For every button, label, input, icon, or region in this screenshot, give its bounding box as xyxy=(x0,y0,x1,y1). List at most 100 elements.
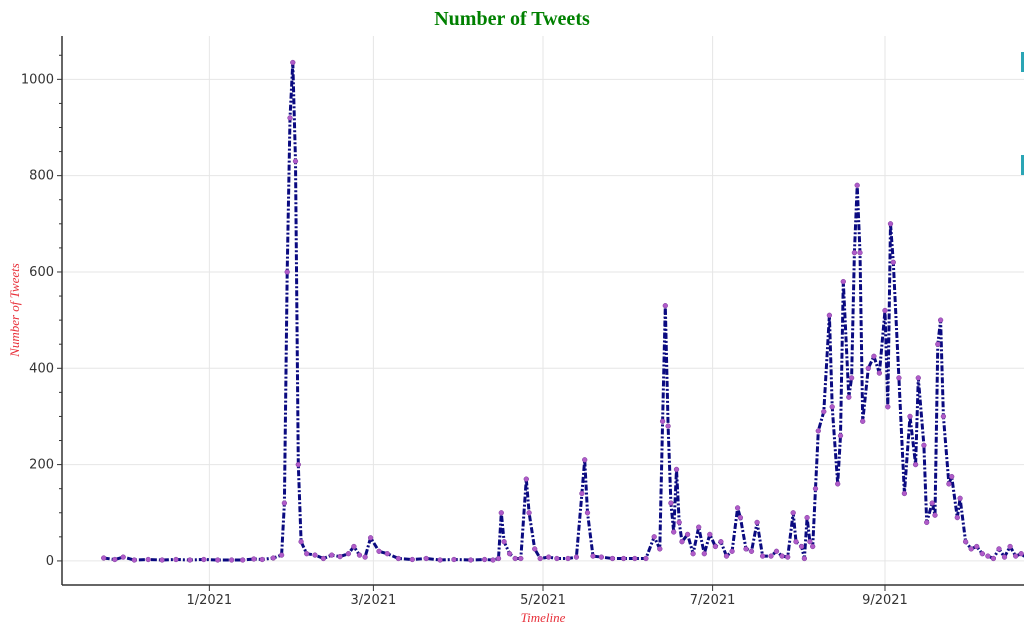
y-tick-label: 400 xyxy=(29,361,54,376)
data-point xyxy=(287,115,293,121)
data-point xyxy=(451,556,457,563)
data-point xyxy=(1013,553,1019,559)
data-point xyxy=(598,554,605,560)
data-point xyxy=(409,556,415,563)
data-point xyxy=(901,490,908,497)
data-point xyxy=(657,546,663,552)
data-point xyxy=(848,375,855,381)
data-point xyxy=(807,539,813,545)
data-point xyxy=(887,221,894,227)
data-point xyxy=(468,557,474,563)
data-point xyxy=(748,548,755,554)
data-point xyxy=(620,555,627,562)
data-point xyxy=(829,404,835,410)
data-point xyxy=(292,158,299,164)
data-point xyxy=(228,557,235,563)
data-point xyxy=(367,535,374,541)
data-point xyxy=(974,543,980,550)
axes xyxy=(57,36,1024,591)
y-tick-label: 1000 xyxy=(21,72,54,87)
data-point xyxy=(304,551,310,557)
data-point xyxy=(932,512,938,518)
series-layer xyxy=(101,59,1024,563)
data-point xyxy=(281,500,288,506)
data-point xyxy=(707,531,713,538)
data-point xyxy=(537,555,543,562)
data-point xyxy=(1007,543,1013,550)
data-point xyxy=(395,555,402,562)
data-point xyxy=(851,250,858,256)
data-point xyxy=(112,556,118,563)
data-point xyxy=(837,433,844,439)
data-point xyxy=(743,546,749,552)
data-point xyxy=(298,539,304,545)
data-point xyxy=(949,473,955,480)
y-tick-label: 600 xyxy=(29,265,54,280)
data-point xyxy=(320,555,327,562)
tick-labels: 0 200 400 600 800 1000 1/2021 3/2021 5/2021 7/202… xyxy=(21,72,908,608)
data-point xyxy=(423,555,429,562)
data-point xyxy=(865,365,871,371)
data-point xyxy=(957,495,963,501)
data-point xyxy=(173,556,179,563)
data-point xyxy=(295,461,301,468)
data-point xyxy=(526,510,532,516)
data-point xyxy=(512,555,518,562)
data-point xyxy=(437,557,443,563)
data-point xyxy=(376,548,382,554)
data-point xyxy=(718,539,724,545)
data-point xyxy=(954,514,960,521)
data-point xyxy=(773,548,780,554)
data-point xyxy=(826,312,833,318)
data-point xyxy=(490,557,496,563)
data-point xyxy=(312,552,318,558)
data-point xyxy=(351,543,357,550)
data-point xyxy=(912,461,919,468)
data-point xyxy=(187,557,193,563)
data-point xyxy=(812,486,819,492)
data-point xyxy=(662,303,668,309)
data-point xyxy=(345,551,352,557)
data-point xyxy=(723,553,730,559)
data-point xyxy=(679,539,685,545)
data-point xyxy=(676,519,682,526)
data-point xyxy=(240,557,246,563)
data-point xyxy=(801,555,808,562)
data-point xyxy=(921,442,927,448)
data-point xyxy=(940,413,947,420)
data-point xyxy=(582,457,588,463)
data-point xyxy=(985,553,991,559)
y-tick-label: 800 xyxy=(29,169,54,184)
legend-marker-top xyxy=(1021,52,1024,72)
data-point xyxy=(804,514,810,521)
data-point xyxy=(979,551,985,557)
x-tick-label: 3/2021 xyxy=(351,593,397,608)
x-tick-label: 7/2021 xyxy=(690,593,736,608)
data-point xyxy=(929,500,935,506)
data-point xyxy=(643,555,649,562)
data-point xyxy=(701,551,707,557)
x-tick-label: 5/2021 xyxy=(520,593,566,608)
data-point xyxy=(846,394,852,400)
data-point xyxy=(131,557,137,563)
data-point xyxy=(885,404,891,410)
data-point xyxy=(290,59,296,66)
data-point xyxy=(840,278,846,285)
data-point xyxy=(946,481,952,487)
data-point xyxy=(871,353,877,359)
data-point xyxy=(565,555,571,562)
data-point xyxy=(590,553,596,559)
data-point xyxy=(729,548,735,554)
data-point xyxy=(882,307,888,314)
data-point xyxy=(251,556,257,562)
data-point xyxy=(915,375,921,381)
data-point xyxy=(1018,551,1024,557)
data-point xyxy=(668,500,674,506)
data-point xyxy=(890,259,896,265)
data-point xyxy=(734,505,741,511)
data-point xyxy=(259,556,265,563)
data-point xyxy=(815,428,821,434)
data-point xyxy=(523,476,529,482)
data-point xyxy=(518,555,524,562)
data-point xyxy=(924,519,930,526)
